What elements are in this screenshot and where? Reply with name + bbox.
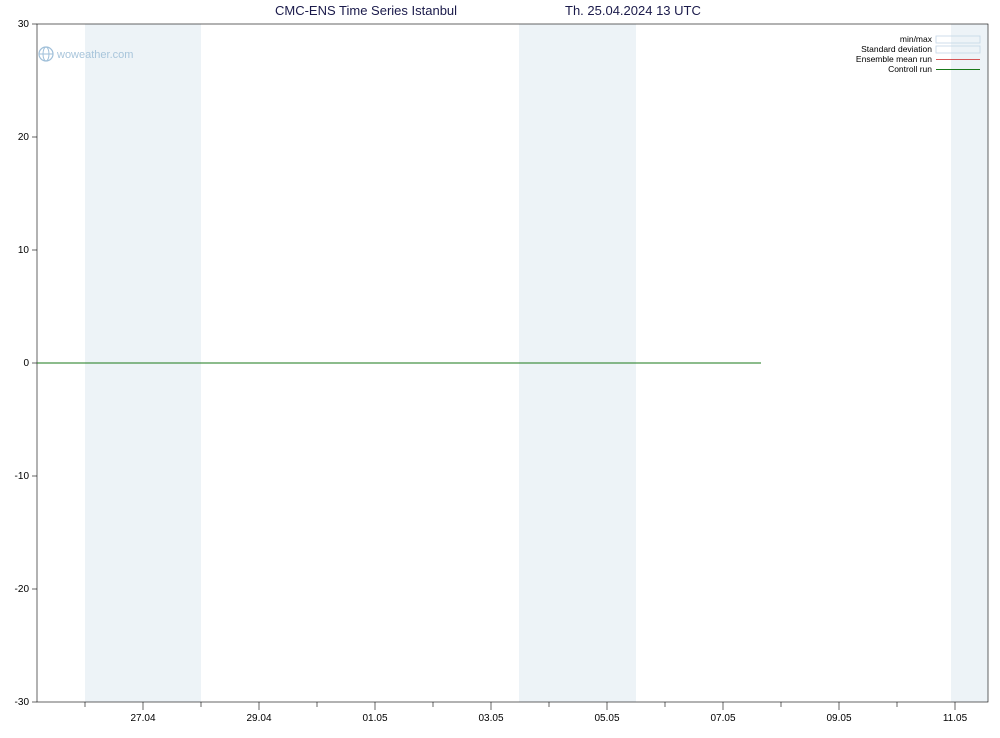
- y-tick-label: 20: [18, 132, 30, 143]
- x-tick-label: 09.05: [826, 713, 851, 724]
- x-tick-label: 11.05: [943, 713, 968, 724]
- x-tick-label: 29.04: [246, 713, 271, 724]
- x-tick-label: 27.04: [130, 713, 155, 724]
- legend-item-label: min/max: [900, 34, 933, 44]
- chart-svg: -30 -20 -10 0 10 20 30 27.04 29.04 01.05 03.05 05.0…: [0, 0, 1000, 733]
- x-axis: 27.04 29.04 01.05 03.05 05.05 07.05 09.05 11.05: [85, 702, 968, 724]
- legend-item-label: Ensemble mean run: [856, 54, 932, 64]
- legend-item-label: Controll run: [888, 64, 932, 74]
- timeseries-chart: -30 -20 -10 0 10 20 30 27.04 29.04 01.05 03.05 05.0…: [0, 0, 1000, 733]
- y-tick-label: 30: [18, 19, 30, 30]
- chart-title-right: Th. 25.04.2024 13 UTC: [565, 3, 701, 18]
- y-tick-label: -10: [15, 471, 30, 482]
- y-tick-label: -20: [15, 584, 30, 595]
- x-tick-label: 01.05: [362, 713, 387, 724]
- chart-title-left: CMC-ENS Time Series Istanbul: [275, 3, 457, 18]
- y-axis: -30 -20 -10 0 10 20 30: [15, 19, 37, 708]
- y-tick-label: -30: [15, 697, 30, 708]
- y-tick-label: 10: [18, 245, 30, 256]
- legend-item-label: Standard deviation: [861, 44, 932, 54]
- x-tick-label: 05.05: [594, 713, 619, 724]
- x-tick-label: 03.05: [478, 713, 503, 724]
- watermark: woweather.com: [39, 47, 133, 61]
- x-tick-label: 07.05: [710, 713, 735, 724]
- watermark-text: woweather.com: [56, 49, 133, 61]
- y-tick-label: 0: [23, 358, 29, 369]
